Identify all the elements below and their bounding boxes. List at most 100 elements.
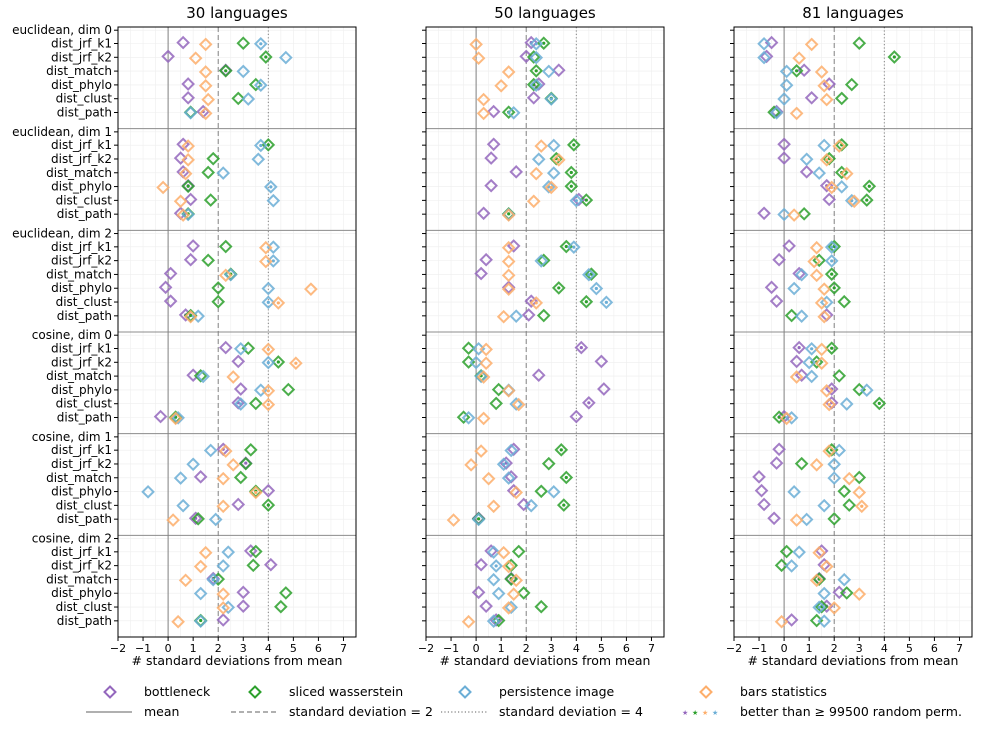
marker-sliced-wasserstein <box>794 456 809 471</box>
star-marker-sliced-wasserstein <box>276 360 280 364</box>
marker-sliced-wasserstein <box>559 470 574 485</box>
marker-bars-statistics <box>501 282 516 296</box>
star-marker-bars-statistics <box>266 347 270 351</box>
star-marker-bars-statistics <box>534 301 538 305</box>
marker-bottleneck <box>173 151 188 165</box>
x-tick-label: 5 <box>906 642 913 655</box>
marker-sliced-wasserstein <box>211 572 226 586</box>
marker-persistence-image <box>279 50 293 65</box>
legend-star-icon: ★ <box>702 709 708 717</box>
marker-bottleneck <box>769 456 784 470</box>
marker-sliced-wasserstein <box>564 165 579 180</box>
marker-persistence-image <box>141 485 155 499</box>
marker-bars-statistics <box>822 444 837 458</box>
marker-bottleneck <box>193 470 208 484</box>
marker-persistence-image <box>181 207 195 222</box>
marker-sliced-wasserstein <box>814 599 829 614</box>
marker-sliced-wasserstein <box>271 355 286 369</box>
marker-sliced-wasserstein <box>258 50 273 64</box>
x-tick-label: 0 <box>473 642 480 655</box>
marker-bottleneck <box>819 599 834 613</box>
star-marker-persistence-image <box>817 605 821 609</box>
marker-persistence-image <box>253 36 268 51</box>
marker-sliced-wasserstein <box>551 281 566 295</box>
marker-persistence-image <box>817 498 832 513</box>
marker-sliced-wasserstein <box>852 470 867 485</box>
star-marker-sliced-wasserstein <box>569 170 573 175</box>
marker-bars-statistics <box>501 240 516 255</box>
x-axis-label: # standard deviations from mean <box>748 653 959 668</box>
marker-sliced-wasserstein <box>456 410 471 425</box>
marker-bars-statistics <box>474 444 488 458</box>
marker-persistence-image <box>261 355 276 370</box>
x-tick-label: 4 <box>265 642 272 655</box>
legend-star-icon: ★ <box>692 709 698 717</box>
marker-bars-statistics <box>216 471 231 486</box>
marker-persistence-image <box>531 152 546 167</box>
marker-bottleneck <box>236 585 251 600</box>
marker-bottleneck <box>767 511 781 526</box>
x-tick-label: 2 <box>523 642 530 655</box>
star-marker-sliced-wasserstein <box>562 503 566 507</box>
marker-bars-statistics <box>171 614 185 629</box>
marker-sliced-wasserstein <box>789 63 804 78</box>
marker-persistence-image <box>216 559 231 573</box>
marker-persistence-image <box>461 410 476 425</box>
marker-bars-statistics <box>216 499 231 514</box>
marker-bars-statistics <box>289 356 303 371</box>
marker-persistence-image <box>193 614 208 628</box>
y-row-label: dist_match <box>46 267 112 281</box>
marker-persistence-image <box>529 78 544 93</box>
x-tick-label: 1 <box>498 642 505 655</box>
marker-bars-statistics <box>201 92 216 107</box>
marker-bars-statistics <box>842 471 857 486</box>
star-marker-sliced-wasserstein <box>830 272 834 276</box>
star-marker-bars-statistics <box>266 403 270 407</box>
marker-bars-statistics <box>501 208 516 222</box>
y-row-label: dist_jrf_k1 <box>51 342 112 356</box>
marker-bottleneck <box>163 294 178 308</box>
marker-persistence-image <box>827 471 842 485</box>
marker-sliced-wasserstein <box>211 294 226 309</box>
marker-persistence-image <box>566 240 581 254</box>
marker-persistence-image <box>173 471 188 485</box>
marker-bottleneck <box>764 35 779 50</box>
marker-sliced-wasserstein <box>501 105 516 120</box>
marker-bottleneck <box>757 497 771 512</box>
marker-sliced-wasserstein <box>491 613 506 628</box>
marker-sliced-wasserstein <box>201 253 216 268</box>
marker-bottleneck <box>479 599 493 613</box>
marker-bars-statistics <box>822 397 837 412</box>
panel-title: 30 languages <box>186 4 288 22</box>
marker-bottleneck <box>181 90 195 105</box>
marker-bars-statistics <box>166 513 180 527</box>
star-marker-sliced-wasserstein <box>584 198 588 202</box>
star-marker-sliced-wasserstein <box>569 184 573 188</box>
marker-bottleneck <box>784 613 799 627</box>
marker-persistence-image <box>504 443 518 458</box>
marker-persistence-image <box>193 586 208 601</box>
x-tick-label: −1 <box>135 642 151 655</box>
marker-persistence-image <box>506 105 521 120</box>
marker-persistence-image <box>546 166 561 180</box>
y-row-label: dist_path <box>57 207 112 221</box>
marker-sliced-wasserstein <box>534 484 549 499</box>
marker-bottleneck <box>261 483 276 498</box>
y-row-label: dist_phylo <box>51 281 112 295</box>
marker-sliced-wasserstein <box>566 138 581 152</box>
marker-bars-statistics <box>807 254 821 269</box>
marker-persistence-image <box>589 281 604 296</box>
marker-persistence-image <box>569 193 584 208</box>
marker-bars-statistics <box>501 65 516 79</box>
y-group-label: euclidean, dim 1 <box>12 125 112 139</box>
marker-persistence-image <box>496 457 511 472</box>
marker-bars-statistics <box>812 545 826 560</box>
panel-1: 30 languages −2 −1 0 1 2 3 4 5 6 7# standard devia… <box>12 4 357 668</box>
axes-frame <box>117 26 357 638</box>
marker-bottleneck <box>772 442 786 457</box>
marker-sliced-wasserstein <box>824 267 839 281</box>
marker-bars-statistics <box>544 180 559 195</box>
star-marker-sliced-wasserstein <box>564 475 568 480</box>
marker-sliced-wasserstein <box>511 544 526 559</box>
